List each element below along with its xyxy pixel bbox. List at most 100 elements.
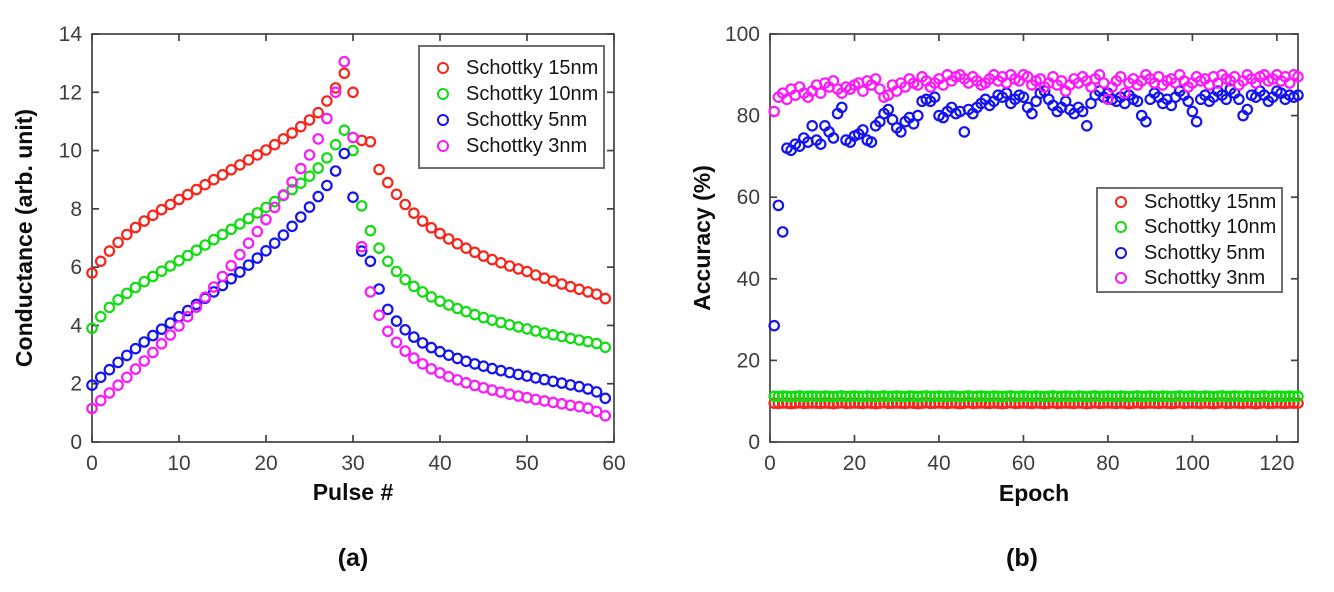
data-point — [173, 193, 185, 206]
x-tick-label: 80 — [1096, 452, 1119, 475]
data-point — [451, 238, 464, 250]
data-point — [355, 240, 368, 253]
data-point — [173, 320, 185, 332]
data-point — [408, 352, 420, 364]
data-point — [425, 291, 438, 303]
data-point — [590, 386, 603, 398]
data-point — [294, 211, 307, 223]
data-point — [277, 229, 290, 241]
plot-frame — [769, 33, 1299, 443]
data-point — [338, 55, 351, 68]
data-point — [373, 163, 385, 176]
data-point — [895, 126, 907, 138]
x-tick-label: 30 — [341, 452, 364, 475]
data-point — [329, 82, 342, 94]
y-tick-label: 10 — [59, 140, 82, 163]
data-point — [1026, 107, 1038, 120]
data-point — [147, 346, 159, 359]
legend-label: Schottky 15nm — [1144, 190, 1277, 213]
data-point — [208, 286, 220, 298]
data-point — [381, 255, 394, 268]
data-point — [121, 349, 133, 362]
data-point — [347, 86, 359, 99]
data-point — [138, 275, 150, 288]
x-tick-label: 120 — [1259, 452, 1294, 475]
data-point — [234, 266, 246, 278]
y-tick-label: 40 — [737, 268, 760, 291]
legend-marker-circle-icon — [437, 62, 449, 74]
legend-marker-circle-icon — [437, 114, 449, 126]
data-point — [225, 223, 237, 236]
data-point — [355, 200, 368, 212]
x-tick-label: 0 — [764, 452, 776, 475]
data-point — [814, 87, 827, 99]
data-point — [865, 136, 878, 148]
legend-label: Schottky 3nm — [466, 135, 588, 157]
legend-label: Schottky 10nm — [1144, 216, 1277, 239]
data-point — [129, 281, 142, 294]
data-point — [381, 176, 394, 189]
y-tick-label: 0 — [70, 431, 82, 454]
data-point — [103, 245, 116, 257]
data-point — [321, 95, 333, 107]
data-point — [1140, 115, 1152, 128]
data-point — [768, 105, 780, 118]
data-point — [268, 195, 281, 208]
data-point — [321, 112, 333, 125]
data-point — [112, 236, 124, 249]
x-axis-label: Epoch — [999, 480, 1069, 506]
legend-marker-circle-icon — [1115, 272, 1127, 285]
y-tick-label: 2 — [70, 373, 82, 396]
data-point — [147, 329, 159, 342]
data-point — [155, 337, 168, 350]
legend-marker-circle-icon — [1115, 195, 1127, 208]
data-point — [181, 249, 194, 262]
legend-marker-circle-icon — [437, 140, 449, 152]
data-point — [364, 286, 377, 298]
data-point — [208, 173, 220, 186]
data-point — [268, 201, 281, 214]
data-point — [94, 371, 107, 384]
data-point — [347, 191, 359, 203]
data-point — [147, 270, 159, 283]
data-point — [242, 212, 255, 225]
panel-label: (b) — [1006, 544, 1038, 572]
data-point — [251, 225, 264, 238]
series-schottky-3nm — [86, 55, 612, 422]
series-schottky-5nm — [86, 147, 612, 405]
data-point — [242, 259, 255, 271]
data-point — [121, 371, 133, 384]
data-point — [103, 301, 116, 314]
x-tick-label: 60 — [1012, 452, 1035, 475]
legend-label: Schottky 15nm — [466, 57, 599, 79]
data-point — [129, 342, 142, 355]
legend-entry: Schottky 15nm — [1098, 189, 1281, 215]
data-point — [312, 190, 324, 203]
data-point — [599, 392, 612, 405]
data-point — [869, 73, 882, 85]
data-point — [112, 379, 124, 391]
data-point — [958, 126, 971, 138]
data-point — [86, 267, 98, 279]
y-tick-label: 60 — [737, 186, 760, 209]
chart-panel: 0 20 40 60 80 100 120 0 20 40 60 80 100 Epoch Accuracy… — [689, 23, 1304, 572]
data-point — [1119, 87, 1131, 99]
data-point — [216, 270, 229, 283]
legend-label: Schottky 5nm — [466, 109, 588, 131]
legend-marker-circle-icon — [437, 88, 449, 100]
data-point — [373, 309, 385, 321]
data-point — [286, 127, 298, 139]
x-tick-label: 50 — [515, 452, 538, 475]
x-tick-label: 10 — [167, 452, 190, 475]
data-point — [260, 245, 272, 257]
data-point — [199, 239, 211, 251]
data-point — [312, 162, 324, 174]
y-tick-label: 100 — [725, 23, 760, 46]
data-point — [416, 337, 429, 349]
data-point — [1017, 91, 1030, 103]
data-point — [112, 356, 124, 369]
data-point — [225, 164, 237, 176]
data-point — [303, 114, 316, 126]
data-point — [121, 228, 133, 241]
data-point — [1288, 390, 1300, 403]
